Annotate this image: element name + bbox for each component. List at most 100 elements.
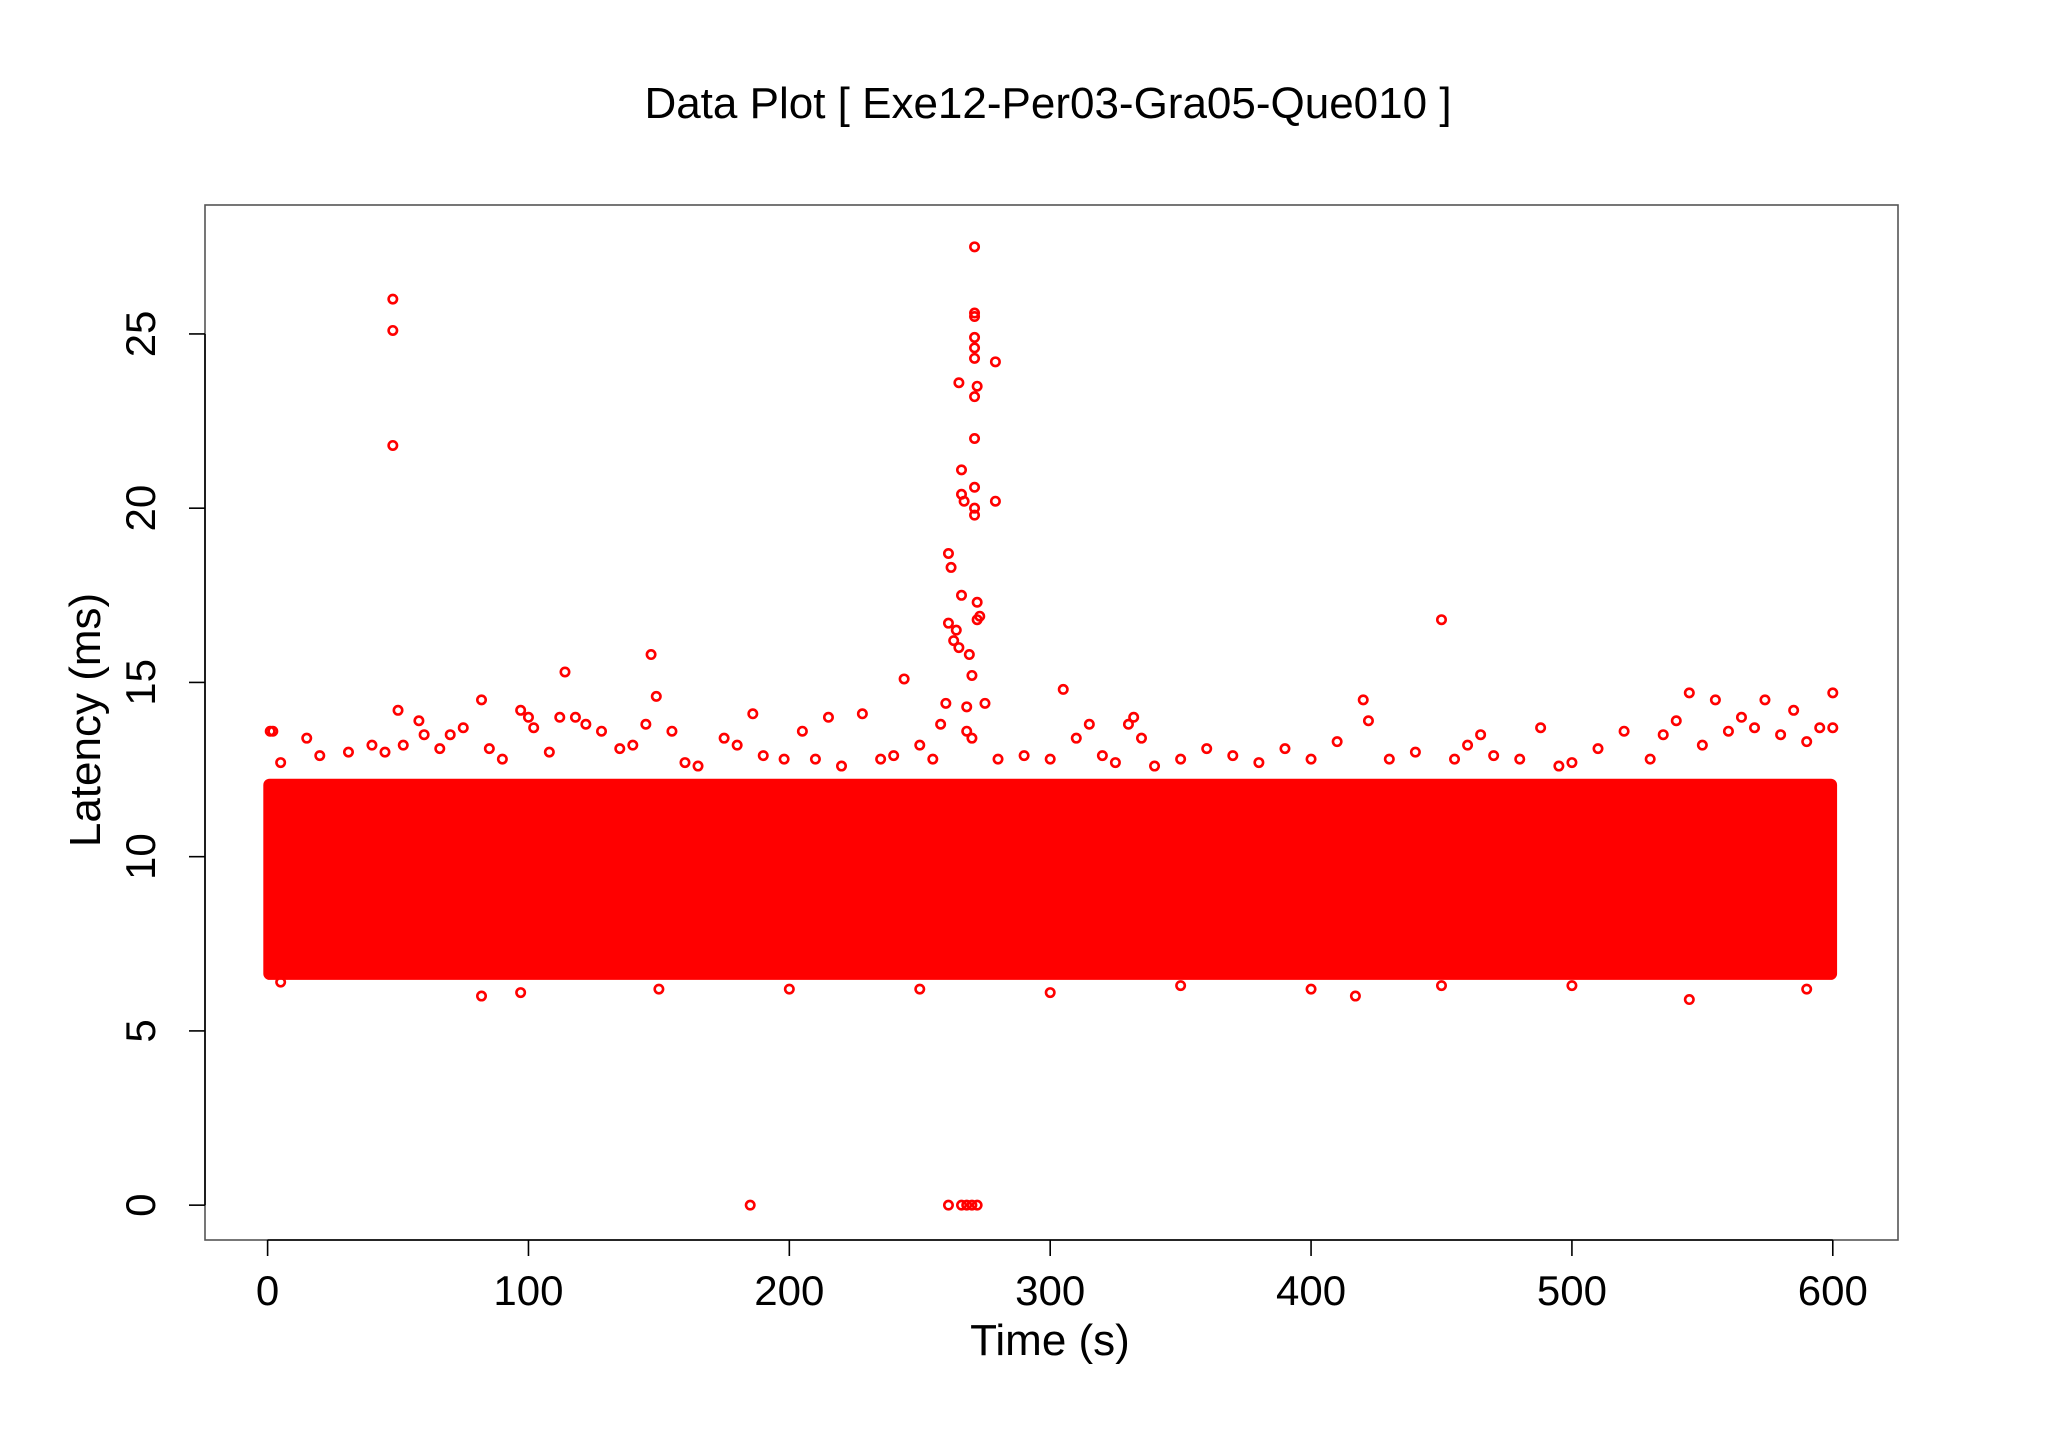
data-point xyxy=(543,746,555,758)
data-point xyxy=(559,666,571,678)
data-point xyxy=(387,324,399,336)
data-point xyxy=(757,750,769,762)
data-point xyxy=(744,1199,756,1211)
x-tick-label: 400 xyxy=(1276,1267,1346,1314)
data-point xyxy=(1722,725,1734,737)
data-point xyxy=(640,718,652,730)
data-point xyxy=(969,352,981,364)
y-axis-label: Latency (ms) xyxy=(61,593,110,847)
data-point xyxy=(971,380,983,392)
data-point xyxy=(1201,743,1213,755)
data-point xyxy=(1553,760,1565,772)
data-point xyxy=(483,743,495,755)
data-point xyxy=(1735,711,1747,723)
plot-frame xyxy=(204,204,1899,1241)
data-point xyxy=(969,481,981,493)
y-axis: 0 5 10 15 20 25 xyxy=(117,311,206,1217)
data-point xyxy=(645,649,657,661)
data-point xyxy=(731,739,743,751)
data-point xyxy=(953,642,965,654)
dense-band-region xyxy=(263,778,1838,980)
data-point xyxy=(496,753,508,765)
data-point xyxy=(692,760,704,772)
data-point xyxy=(515,704,527,716)
x-axis: 0 100 200 300 400 500 600 xyxy=(256,1239,1868,1314)
x-tick-label: 500 xyxy=(1537,1267,1607,1314)
data-point xyxy=(1696,739,1708,751)
data-point xyxy=(1357,694,1369,706)
data-point xyxy=(614,743,626,755)
data-point xyxy=(596,725,608,737)
data-point xyxy=(914,739,926,751)
data-point xyxy=(989,495,1001,507)
data-point xyxy=(969,432,981,444)
x-axis-label: Time (s) xyxy=(970,1316,1130,1365)
data-point xyxy=(836,760,848,772)
data-point xyxy=(979,697,991,709)
data-point xyxy=(1566,757,1578,769)
data-point xyxy=(1331,736,1343,748)
data-point xyxy=(418,729,430,741)
data-point xyxy=(1044,987,1056,999)
data-point xyxy=(971,1199,983,1211)
data-point xyxy=(747,708,759,720)
data-point xyxy=(956,1199,968,1211)
data-point xyxy=(1566,980,1578,992)
data-point xyxy=(969,502,981,514)
data-point xyxy=(888,750,900,762)
data-point xyxy=(1175,753,1187,765)
data-point xyxy=(1462,739,1474,751)
data-point xyxy=(1096,750,1108,762)
data-point xyxy=(1670,715,1682,727)
y-tick-label: 10 xyxy=(117,833,164,880)
data-point xyxy=(387,293,399,305)
y-tick-label: 20 xyxy=(117,485,164,532)
data-point xyxy=(1618,725,1630,737)
data-point xyxy=(1827,722,1839,734)
data-point xyxy=(314,750,326,762)
data-point xyxy=(379,746,391,758)
x-tick-label: 600 xyxy=(1798,1267,1868,1314)
data-point xyxy=(969,241,981,253)
y-tick-label: 5 xyxy=(117,1019,164,1042)
data-point xyxy=(966,669,978,681)
data-point xyxy=(1709,694,1721,706)
data-point xyxy=(718,732,730,744)
data-point xyxy=(1592,743,1604,755)
data-point xyxy=(942,547,954,559)
data-point xyxy=(1018,750,1030,762)
data-point xyxy=(1644,753,1656,765)
data-point xyxy=(1657,729,1669,741)
x-tick-label: 100 xyxy=(493,1267,563,1314)
data-point xyxy=(956,464,968,476)
data-point xyxy=(992,753,1004,765)
data-point xyxy=(434,743,446,755)
data-point xyxy=(1488,750,1500,762)
data-point xyxy=(1535,722,1547,734)
data-point xyxy=(528,722,540,734)
data-point xyxy=(1683,994,1695,1006)
data-point xyxy=(856,708,868,720)
data-point xyxy=(679,757,691,769)
data-point xyxy=(966,732,978,744)
data-point xyxy=(898,673,910,685)
x-tick-label: 300 xyxy=(1015,1267,1085,1314)
data-point xyxy=(953,377,965,389)
dense-point-band xyxy=(263,778,1838,980)
data-point xyxy=(1801,736,1813,748)
data-point xyxy=(956,589,968,601)
data-point xyxy=(1128,711,1140,723)
data-point xyxy=(1409,746,1421,758)
x-tick-label: 0 xyxy=(256,1267,279,1314)
data-point xyxy=(397,739,409,751)
data-point xyxy=(971,596,983,608)
data-point xyxy=(1227,750,1239,762)
data-point xyxy=(989,356,1001,368)
y-tick-label: 25 xyxy=(117,311,164,358)
data-point xyxy=(969,391,981,403)
data-point xyxy=(974,610,986,622)
data-point xyxy=(476,990,488,1002)
data-point xyxy=(809,753,821,765)
data-point xyxy=(1383,753,1395,765)
